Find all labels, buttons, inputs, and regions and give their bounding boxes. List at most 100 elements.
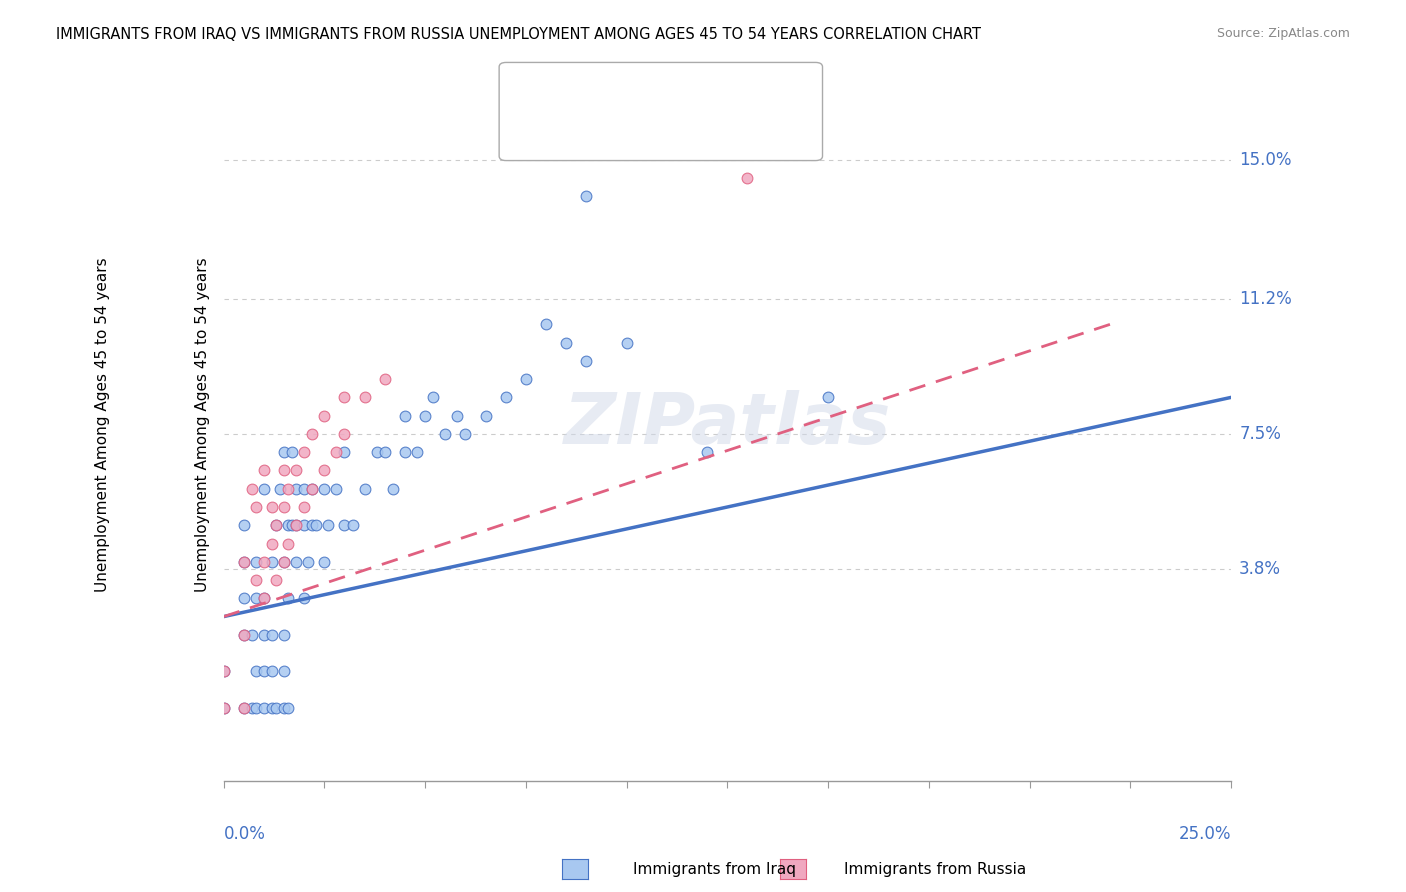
Point	[245, 591, 267, 606]
Point	[212, 701, 235, 715]
Point	[273, 500, 295, 514]
Point	[273, 463, 295, 477]
Point	[264, 518, 287, 533]
Point	[277, 701, 299, 715]
Point	[232, 701, 254, 715]
Point	[394, 445, 416, 459]
Point	[232, 591, 254, 606]
Point	[245, 500, 267, 514]
Text: 0.0%: 0.0%	[224, 825, 266, 843]
Point	[273, 555, 295, 569]
Point	[394, 409, 416, 423]
Point	[292, 482, 315, 496]
Text: Immigrants from Iraq: Immigrants from Iraq	[633, 863, 796, 877]
Point	[260, 555, 283, 569]
Point	[333, 518, 356, 533]
Text: 0.312: 0.312	[569, 80, 617, 95]
Point	[301, 518, 323, 533]
Point	[253, 591, 276, 606]
Point	[260, 536, 283, 550]
Text: N =: N =	[609, 113, 652, 128]
Y-axis label: Unemployment Among Ages 45 to 54 years: Unemployment Among Ages 45 to 54 years	[194, 258, 209, 592]
Text: Source: ZipAtlas.com: Source: ZipAtlas.com	[1216, 27, 1350, 40]
Point	[232, 555, 254, 569]
Text: 11.2%: 11.2%	[1239, 290, 1292, 308]
Point	[260, 665, 283, 679]
Point	[212, 665, 235, 679]
Point	[301, 426, 323, 441]
Point	[245, 555, 267, 569]
Point	[301, 482, 323, 496]
Point	[406, 445, 429, 459]
Point	[260, 628, 283, 642]
Point	[374, 445, 396, 459]
Point	[381, 482, 404, 496]
Point	[374, 372, 396, 386]
Point	[333, 426, 356, 441]
Point	[285, 463, 308, 477]
Point	[240, 482, 263, 496]
Text: R =: R =	[534, 80, 568, 95]
Text: Unemployment Among Ages 45 to 54 years: Unemployment Among Ages 45 to 54 years	[96, 258, 110, 592]
Point	[273, 555, 295, 569]
Text: 3.8%: 3.8%	[1239, 560, 1281, 578]
Point	[253, 701, 276, 715]
Point	[212, 665, 235, 679]
Point	[264, 573, 287, 587]
Point	[232, 628, 254, 642]
Point	[273, 445, 295, 459]
Point	[281, 518, 304, 533]
Point	[277, 591, 299, 606]
Point	[245, 701, 267, 715]
Point	[232, 555, 254, 569]
Point	[212, 701, 235, 715]
Text: ZIPatlas: ZIPatlas	[564, 391, 891, 459]
Point	[534, 318, 557, 332]
Point	[285, 555, 308, 569]
Point	[314, 463, 336, 477]
Text: R =: R =	[534, 113, 568, 128]
Point	[273, 628, 295, 642]
Text: 0.404: 0.404	[569, 113, 617, 128]
Point	[314, 409, 336, 423]
Point	[353, 390, 375, 404]
Point	[285, 518, 308, 533]
Point	[314, 555, 336, 569]
Point	[817, 390, 839, 404]
Point	[253, 628, 276, 642]
Text: 74: 74	[651, 80, 672, 95]
Point	[446, 409, 468, 423]
Point	[353, 482, 375, 496]
Point	[240, 628, 263, 642]
Point	[301, 482, 323, 496]
Point	[366, 445, 388, 459]
Point	[474, 409, 496, 423]
Text: 7.5%: 7.5%	[1239, 425, 1281, 443]
Point	[245, 573, 267, 587]
Text: IMMIGRANTS FROM IRAQ VS IMMIGRANTS FROM RUSSIA UNEMPLOYMENT AMONG AGES 45 TO 54 : IMMIGRANTS FROM IRAQ VS IMMIGRANTS FROM …	[56, 27, 981, 42]
Point	[264, 701, 287, 715]
Point	[253, 591, 276, 606]
Point	[515, 372, 537, 386]
Point	[281, 445, 304, 459]
Text: N =: N =	[609, 80, 652, 95]
Point	[575, 189, 598, 203]
Point	[314, 482, 336, 496]
Text: 34: 34	[651, 113, 672, 128]
Point	[434, 426, 457, 441]
Point	[737, 171, 759, 186]
Point	[253, 665, 276, 679]
Point	[292, 445, 315, 459]
Point	[277, 536, 299, 550]
Point	[292, 518, 315, 533]
Point	[616, 335, 638, 350]
Point	[285, 482, 308, 496]
Point	[273, 665, 295, 679]
Text: Immigrants from Russia: Immigrants from Russia	[844, 863, 1026, 877]
Point	[260, 500, 283, 514]
Point	[277, 518, 299, 533]
Point	[696, 445, 718, 459]
Point	[325, 482, 347, 496]
Point	[333, 445, 356, 459]
Point	[413, 409, 436, 423]
